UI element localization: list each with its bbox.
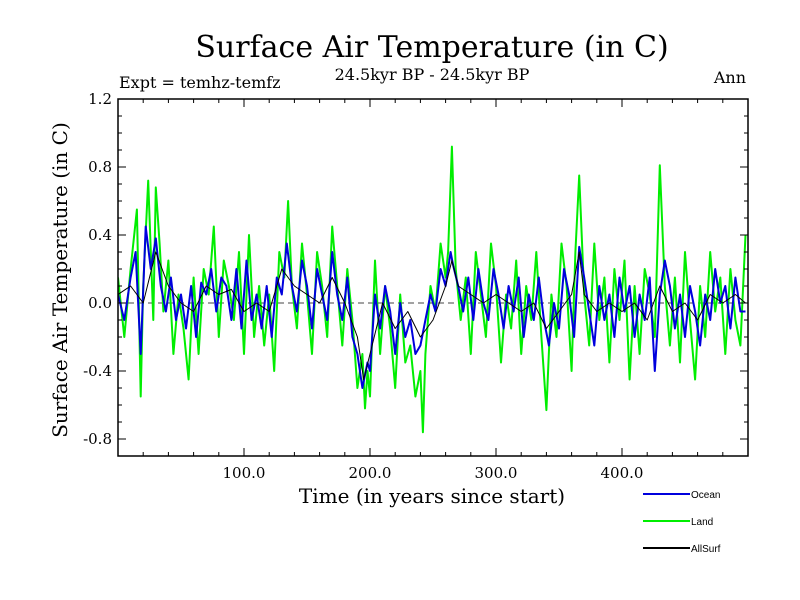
season-label: Ann [713, 68, 746, 87]
series-group [118, 145, 747, 434]
y-tick-label: 0.4 [88, 226, 112, 244]
series-ocean-line [118, 225, 746, 389]
y-tick-label: 0.0 [88, 294, 112, 312]
legend-label-allsurf: AllSurf [691, 544, 721, 555]
series-land-line [118, 145, 747, 434]
tick-group: 1.2 0.8 0.4 0.0 -0.4 -0.8 100.0 200.0 300.0 400.0 [83, 90, 748, 482]
legend-label-ocean: Ocean [691, 490, 720, 501]
x-axis-title: Time (in years since start) [299, 484, 565, 508]
y-tick-label: -0.8 [83, 430, 112, 448]
legend: Ocean Land AllSurf [643, 490, 721, 555]
chart-subtitle: 24.5kyr BP - 24.5kyr BP [335, 65, 530, 84]
legend-label-land: Land [691, 517, 713, 528]
y-tick-label: -0.4 [83, 362, 112, 380]
y-tick-label: 1.2 [88, 90, 112, 108]
x-tick-label: 200.0 [349, 464, 392, 482]
y-tick-label: 0.8 [88, 158, 112, 176]
x-tick-label: 100.0 [223, 464, 266, 482]
x-tick-label: 300.0 [475, 464, 518, 482]
experiment-label: Expt = temhz-temfz [119, 73, 281, 92]
plot-frame [117, 98, 749, 457]
x-tick-label: 400.0 [601, 464, 644, 482]
chart-title: Surface Air Temperature (in C) [195, 30, 668, 65]
series-allsurf-line [118, 251, 746, 380]
y-axis-title: Surface Air Temperature (in C) [48, 122, 72, 438]
